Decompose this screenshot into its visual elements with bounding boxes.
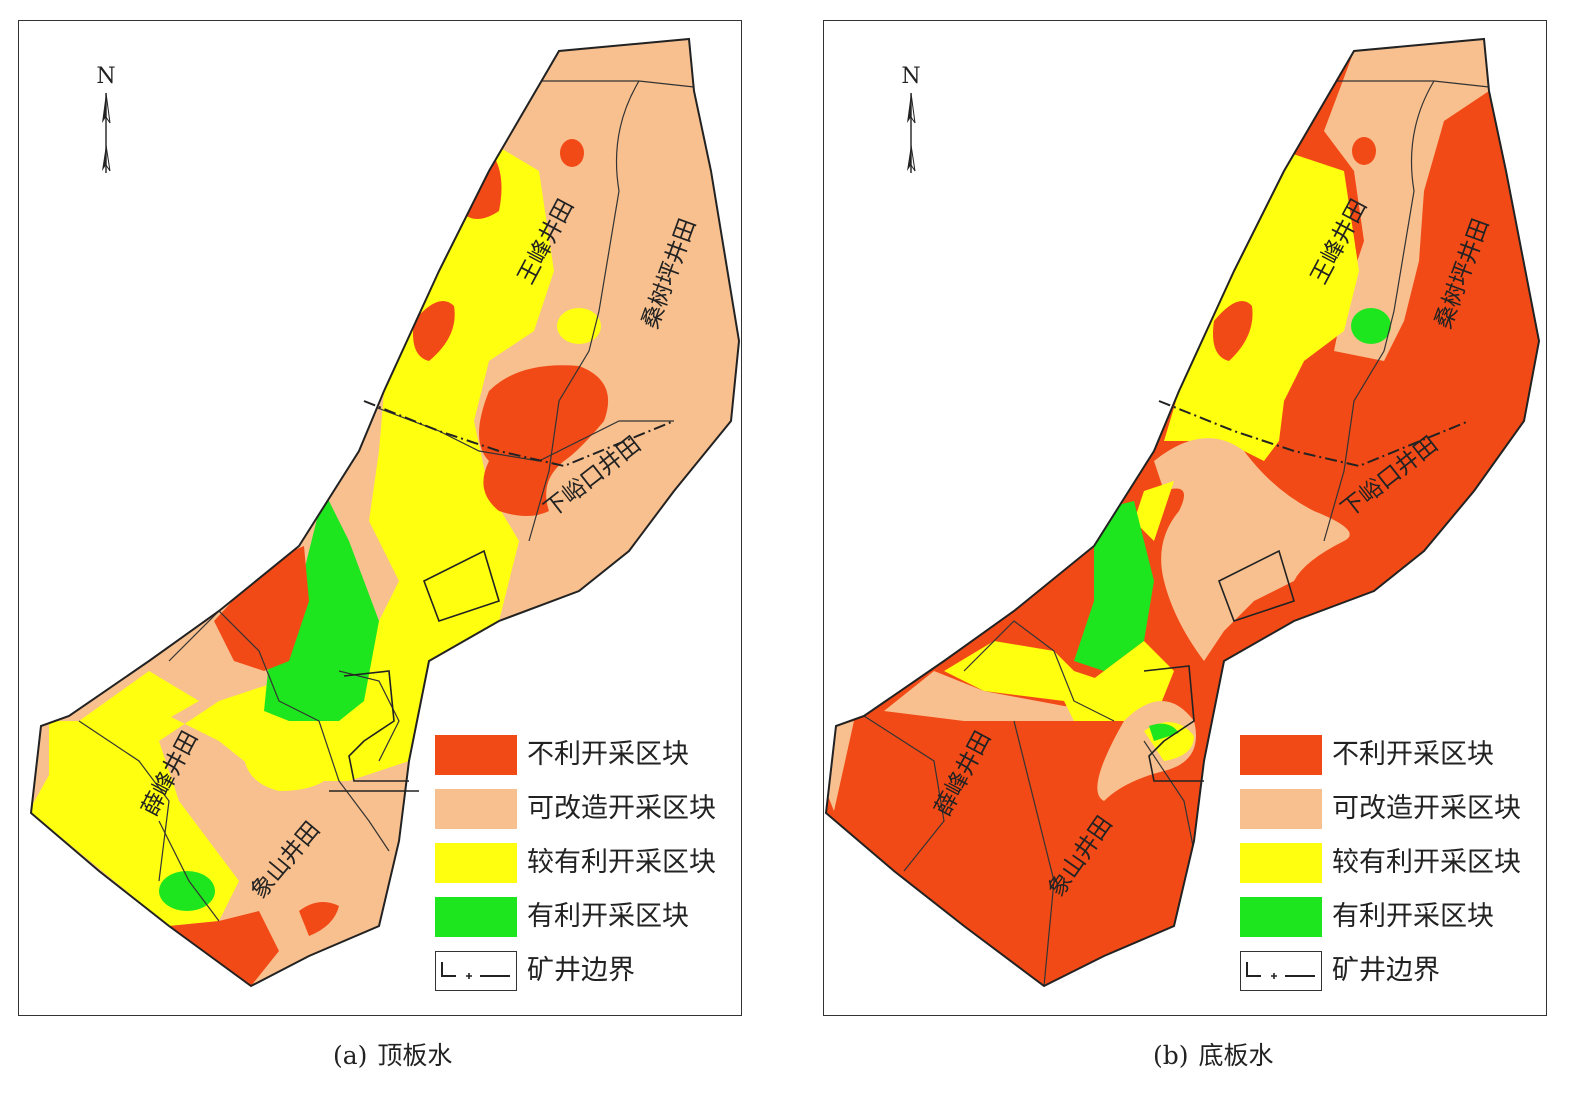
- legend-item: 可改造开采区块: [433, 787, 741, 841]
- zone-favorable: [1149, 723, 1179, 741]
- legend-item: 有利开采区块: [433, 895, 741, 949]
- legend-swatch-relatively-favorable: [435, 843, 517, 883]
- caption-tag: (b): [1153, 1041, 1189, 1070]
- legend-item: 不利开采区块: [433, 733, 741, 787]
- legend: 不利开采区块 可改造开采区块 较有利开采区块 有利开采区块 矿井边界: [1238, 733, 1546, 1003]
- mine-boundary: [29, 37, 741, 988]
- legend-item: 有利开采区块: [1238, 895, 1546, 949]
- legend-item: 较有利开采区块: [433, 841, 741, 895]
- zone-relatively-favorable: [1164, 151, 1359, 461]
- north-arrow: N: [89, 65, 123, 183]
- mine-boundary-line-icon: [435, 951, 517, 991]
- north-label: N: [96, 64, 116, 89]
- mine-boundary: [1158, 400, 1470, 468]
- zone-modifiable: [884, 671, 1124, 721]
- caption-tag: (a): [333, 1041, 368, 1070]
- legend-swatch-favorable: [435, 897, 517, 937]
- legend-label: 有利开采区块: [527, 901, 689, 932]
- zone-favorable: [159, 871, 215, 911]
- legend-item: 矿井边界: [433, 949, 741, 1003]
- legend-label: 可改造开采区块: [527, 793, 716, 824]
- mine-boundary: [343, 670, 409, 782]
- zone-unfavorable: [560, 139, 584, 167]
- zone-favorable: [264, 491, 379, 721]
- legend-item: 矿井边界: [1238, 949, 1546, 1003]
- mine-boundary: [363, 400, 675, 468]
- zone-unfavorable: [1213, 301, 1253, 361]
- map-roof-water: [29, 37, 741, 988]
- caption-text: 顶板水: [377, 1041, 453, 1070]
- legend-item: 不利开采区块: [1238, 733, 1546, 787]
- mine-boundary: [1143, 665, 1204, 782]
- zone-unfavorable: [169, 911, 279, 986]
- zone-modifiable: [1154, 438, 1350, 661]
- zone-unfavorable: [1352, 137, 1376, 165]
- zone-unfavorable: [479, 365, 609, 516]
- zone-relatively-favorable: [944, 641, 1104, 701]
- legend-swatch-modifiable: [1240, 789, 1322, 829]
- legend-label: 较有利开采区块: [1332, 847, 1521, 878]
- mine-boundary: [824, 37, 1541, 988]
- mine-boundary: [1217, 549, 1295, 623]
- legend-label: 不利开采区块: [527, 739, 689, 770]
- north-arrow-icon: [907, 92, 916, 173]
- zone-relatively-favorable: [243, 728, 339, 791]
- north-arrow: N: [894, 65, 928, 183]
- legend-label: 较有利开采区块: [527, 847, 716, 878]
- caption-text: 底板水: [1198, 1041, 1274, 1070]
- zone-unfavorable: [299, 902, 339, 936]
- mine-boundary-line-icon: [1240, 951, 1322, 991]
- legend-label: 可改造开采区块: [1332, 793, 1521, 824]
- zone-relatively-favorable: [1134, 481, 1174, 541]
- legend-item: 较有利开采区块: [1238, 841, 1546, 895]
- legend-item: 可改造开采区块: [1238, 787, 1546, 841]
- zone-relatively-favorable: [49, 671, 199, 781]
- zone-unfavorable: [214, 546, 309, 671]
- zone-modifiable: [826, 721, 854, 811]
- legend: 不利开采区块 可改造开采区块 较有利开采区块 有利开采区块 矿井边界: [433, 733, 741, 1003]
- legend-swatch-unfavorable: [1240, 735, 1322, 775]
- legend-label: 矿井边界: [527, 955, 635, 986]
- legend-swatch-favorable: [1240, 897, 1322, 937]
- legend-swatch-unfavorable: [435, 735, 517, 775]
- legend-swatch-modifiable: [435, 789, 517, 829]
- zone-unfavorable: [413, 301, 455, 361]
- mine-boundary: [422, 549, 500, 623]
- map-panel-floor-water: N 王峰井田 桑树坪井田 下峪口井田 薛峰井田 象山井田 不利开采区块 可改造开…: [823, 20, 1547, 1016]
- map-panel-roof-water: N 王峰井田 桑树坪井田 下峪口井田 薛峰井田 象山井田 不利开采区块 可改造开…: [18, 20, 742, 1016]
- north-arrow-icon: [102, 92, 111, 173]
- zone-modifiable: [1324, 39, 1489, 361]
- legend-label: 不利开采区块: [1332, 739, 1494, 770]
- legend-label: 矿井边界: [1332, 955, 1440, 986]
- legend-swatch-relatively-favorable: [1240, 843, 1322, 883]
- zone-relatively-favorable: [557, 308, 601, 344]
- legend-label: 有利开采区块: [1332, 901, 1494, 932]
- zone-favorable: [1351, 308, 1391, 344]
- zone-unfavorable: [454, 141, 502, 219]
- north-label: N: [901, 64, 921, 89]
- caption-roof-water: (a) 顶板水: [333, 1036, 452, 1072]
- map-floor-water: [824, 37, 1541, 988]
- zone-relatively-favorable: [1064, 641, 1174, 721]
- caption-floor-water: (b) 底板水: [1153, 1036, 1274, 1072]
